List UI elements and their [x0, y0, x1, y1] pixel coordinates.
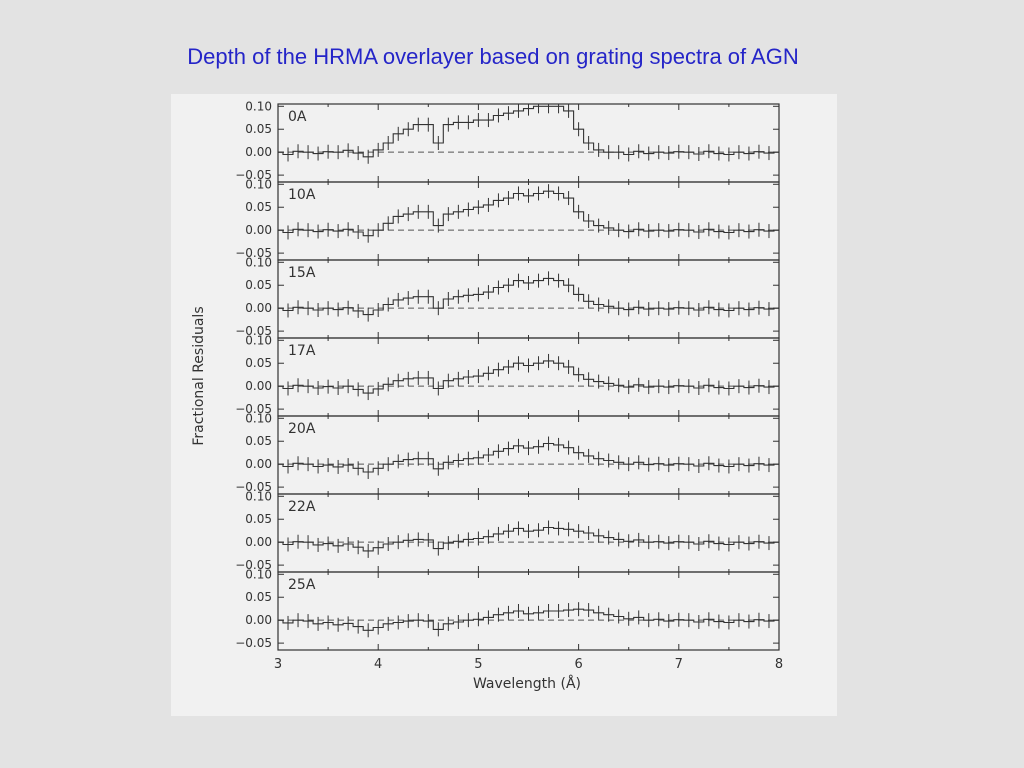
panel-label-17A: 17A — [288, 343, 316, 359]
y-tick-label: 0.00 — [245, 145, 272, 159]
residual-series-17A — [278, 360, 779, 394]
y-tick-label: −0.05 — [235, 168, 272, 182]
y-tick-label: 0.00 — [245, 379, 272, 393]
residual-series-10A — [278, 190, 779, 237]
panel-frame — [277, 103, 780, 183]
y-tick-label: 0.05 — [245, 122, 272, 136]
y-tick-label: 0.00 — [245, 535, 272, 549]
panel-25A: 0.10 0.05 0.00 −0.05 25A — [235, 567, 780, 651]
y-axis-title: Fractional Residuals — [191, 306, 207, 445]
residual-series-20A — [278, 442, 779, 473]
panel-label-10A: 10A — [288, 187, 316, 203]
y-tick-label: 0.10 — [245, 567, 272, 581]
panel-17A: 0.10 0.05 0.00 −0.05 17A — [235, 333, 780, 417]
panel-frame — [277, 259, 780, 339]
y-tick-label: −0.05 — [235, 636, 272, 650]
residuals-figure: Wavelength (Å) Fractional Residuals 0.10… — [171, 94, 837, 716]
y-tick-label: 0.00 — [245, 613, 272, 627]
panel-label-22A: 22A — [288, 499, 316, 515]
panel-label-0A: 0A — [288, 109, 307, 125]
y-tick-label: 0.00 — [245, 457, 272, 471]
y-tick-label: 0.00 — [245, 223, 272, 237]
panel-15A: 0.10 0.05 0.00 −0.05 15A — [235, 255, 780, 339]
y-tick-label: 0.05 — [245, 434, 272, 448]
x-axis-title: Wavelength (Å) — [473, 675, 581, 692]
x-tick-label: 5 — [474, 657, 482, 672]
residual-series-25A — [278, 608, 779, 631]
slide-title: Depth of the HRMA overlayer based on gra… — [187, 44, 799, 69]
panel-label-15A: 15A — [288, 265, 316, 281]
y-tick-label: 0.05 — [245, 356, 272, 370]
y-tick-label: 0.10 — [245, 177, 272, 191]
panel-0A: 0.10 0.05 0.00 −0.05 0A — [235, 99, 780, 183]
x-tick-label: 7 — [675, 657, 683, 672]
panel-frame — [277, 337, 780, 417]
panel-22A: 0.10 0.05 0.00 −0.05 22A — [235, 489, 780, 573]
residuals-chart: Wavelength (Å) Fractional Residuals 0.10… — [191, 99, 783, 692]
y-tick-label: −0.05 — [235, 246, 272, 260]
y-tick-label: 0.10 — [245, 411, 272, 425]
y-tick-label: 0.00 — [245, 301, 272, 315]
y-tick-label: 0.05 — [245, 590, 272, 604]
y-tick-label: −0.05 — [235, 402, 272, 416]
panel-10A: 0.10 0.05 0.00 −0.05 10A — [235, 177, 780, 261]
residual-series-15A — [278, 277, 779, 316]
panel-label-25A: 25A — [288, 577, 316, 593]
x-tick-label: 3 — [274, 657, 282, 672]
y-tick-label: 0.05 — [245, 200, 272, 214]
y-tick-label: −0.05 — [235, 558, 272, 572]
y-tick-label: 0.10 — [245, 489, 272, 503]
y-tick-label: −0.05 — [235, 480, 272, 494]
y-tick-label: −0.05 — [235, 324, 272, 338]
x-tick-label: 6 — [574, 657, 582, 672]
y-tick-label: 0.05 — [245, 512, 272, 526]
x-tick-label: 8 — [775, 657, 783, 672]
panel-label-20A: 20A — [288, 421, 316, 437]
y-tick-label: 0.10 — [245, 99, 272, 113]
y-tick-label: 0.10 — [245, 255, 272, 269]
y-tick-label: 0.10 — [245, 333, 272, 347]
y-tick-label: 0.05 — [245, 278, 272, 292]
x-tick-label: 4 — [374, 657, 382, 672]
panel-20A: 0.10 0.05 0.00 −0.05 20A — [235, 411, 780, 495]
